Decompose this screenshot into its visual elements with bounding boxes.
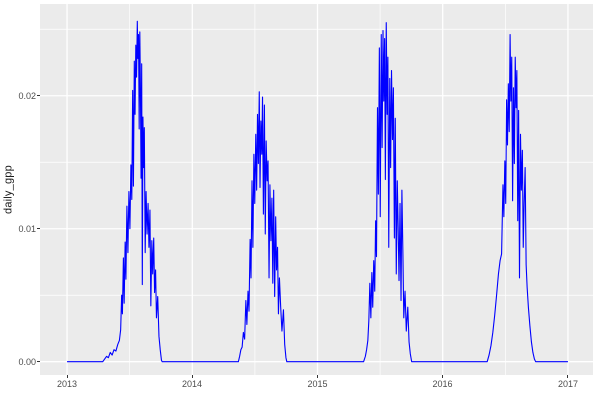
x-tick-label-2016: 2016 — [432, 379, 453, 389]
x-tick-mark — [442, 375, 444, 378]
y-tick-mark — [37, 228, 40, 230]
x-tick-mark — [567, 375, 569, 378]
chart-svg — [40, 4, 593, 375]
x-tick-mark — [66, 375, 68, 378]
y-tick-mark — [37, 95, 40, 97]
x-tick-mark — [191, 375, 193, 378]
x-tick-label-2014: 2014 — [181, 379, 203, 389]
plot-panel — [40, 4, 593, 375]
y-tick-mark — [37, 361, 40, 363]
daily_gpp-line — [67, 20, 568, 363]
x-tick-mark — [317, 375, 318, 378]
x-tick-label-2017: 2017 — [557, 379, 579, 389]
y-tick-label-0.01: 0.01 — [18, 223, 36, 234]
x-tick-label-2013: 2013 — [56, 379, 78, 389]
x-tick-label-2015: 2015 — [307, 379, 328, 389]
y-axis-title: daily_gpp — [2, 165, 15, 214]
y-tick-label-0.02: 0.02 — [18, 90, 36, 101]
y-tick-label-0.00: 0.00 — [18, 356, 36, 367]
